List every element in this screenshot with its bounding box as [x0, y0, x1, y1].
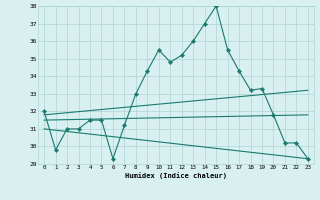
X-axis label: Humidex (Indice chaleur): Humidex (Indice chaleur): [125, 172, 227, 179]
